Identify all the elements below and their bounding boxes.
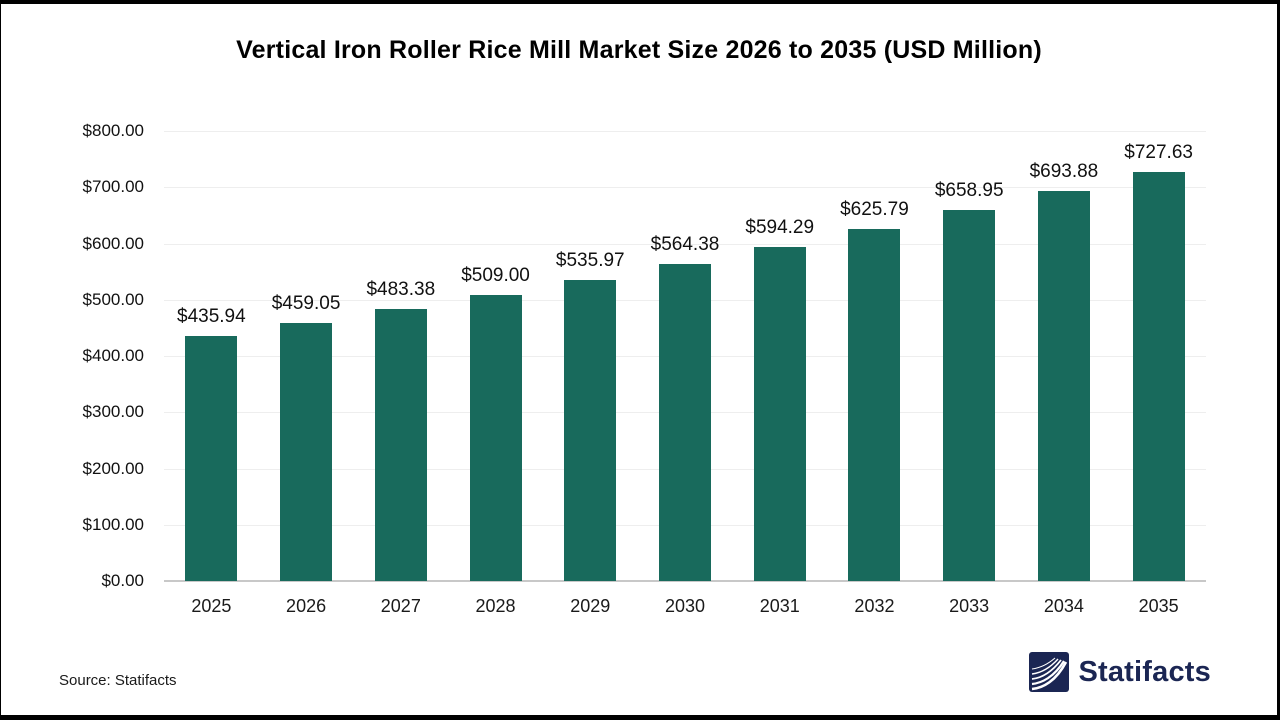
bar-chart: $435.94 $459.05 $483.38 $509.00 $535.97 $564.… (1, 4, 1277, 715)
page-title: Vertical Iron Roller Rice Mill Market Si… (236, 36, 1042, 64)
y-tick-label: $0.00 (101, 571, 144, 590)
y-tick-label: $100.00 (82, 514, 144, 534)
bar-value-label: $594.29 (745, 216, 815, 238)
x-tick-label: 2025 (191, 596, 232, 616)
x-tick-label: 2028 (475, 596, 516, 616)
x-axis-line (164, 580, 1206, 582)
bar-value-label: $658.95 (934, 180, 1004, 202)
brand-logo: Statifacts (1029, 652, 1211, 692)
y-tick-label: $600.00 (82, 233, 144, 253)
bar-2027 (374, 309, 427, 581)
gridline (164, 187, 1206, 189)
y-tick-label: $800.00 (82, 121, 144, 140)
x-tick-label: 2034 (1043, 596, 1084, 616)
y-tick-label: $200.00 (82, 458, 144, 478)
bar-2029 (564, 279, 617, 581)
x-tick-label: 2031 (759, 596, 800, 616)
y-tick-label: $700.00 (82, 177, 144, 197)
bar-2028 (469, 294, 522, 581)
bar-value-label: $509.00 (461, 264, 530, 286)
x-tick-label: 2035 (1138, 596, 1179, 616)
x-tick-label: 2029 (570, 596, 611, 616)
bar-value-label: $625.79 (840, 199, 909, 220)
x-tick-label: 2026 (286, 596, 327, 616)
bar-2034 (1037, 190, 1090, 581)
bar-2033 (943, 210, 996, 581)
bar-value-label: $727.63 (1124, 141, 1193, 163)
bar-value-label: $535.97 (555, 249, 625, 271)
gridline (164, 131, 1206, 132)
x-tick-label: 2033 (949, 596, 990, 616)
brand-name: Statifacts (1078, 655, 1211, 688)
statifacts-logo-icon (1029, 652, 1070, 692)
gridline (164, 243, 1206, 245)
y-tick-label: $300.00 (82, 402, 144, 422)
bar-value-label: $459.05 (271, 292, 341, 314)
bar-2030 (659, 263, 711, 581)
y-tick-label: $500.00 (82, 289, 144, 309)
bar-value-label: $435.94 (177, 305, 246, 327)
x-tick-label: 2030 (664, 596, 706, 616)
bar-2035 (1132, 171, 1185, 581)
bar-value-label: $564.38 (650, 233, 720, 255)
bar-2031 (753, 246, 806, 581)
y-tick-label: $400.00 (82, 346, 144, 365)
bar-value-label: $693.88 (1029, 160, 1099, 182)
bar-2026 (280, 322, 333, 581)
x-tick-label: 2032 (854, 596, 895, 616)
plot-area: $435.94 $459.05 $483.38 $509.00 $535.97 $564.… (164, 131, 1206, 582)
x-tick-label: 2027 (380, 596, 421, 616)
bar-value-label: $483.38 (366, 279, 436, 301)
bar-2032 (848, 229, 901, 581)
bar-2025 (185, 335, 238, 581)
source-label: Source: Statifacts (59, 672, 177, 689)
